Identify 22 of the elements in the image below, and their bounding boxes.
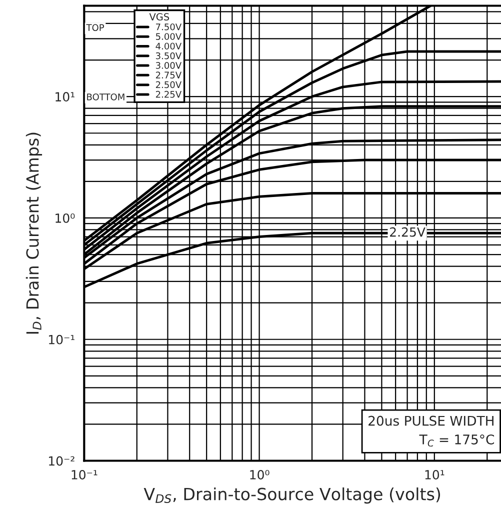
legend-label: 2.50V — [156, 81, 182, 88]
legend-label: 5.00V — [156, 33, 182, 40]
x-tick-label: 10¹ — [425, 470, 444, 480]
legend-label: 2.75V — [156, 72, 182, 78]
x-tick-label: 10⁻¹ — [72, 470, 98, 480]
y-tick-label: 10¹ — [56, 92, 74, 102]
annotation: 2.25V — [390, 227, 426, 237]
legend-title: VGS — [149, 13, 170, 20]
x-tick-label: 10⁰ — [250, 470, 270, 480]
annotation: TOP — [86, 24, 104, 31]
annotation: BOTTOM — [87, 93, 124, 100]
annotation: 20us PULSE WIDTH T$_{C}$ = 175°C — [368, 416, 494, 447]
x-axis-title: V$_{DS}$, Drain-to-Source Voltage (volts) — [144, 487, 440, 504]
y-axis-title: I$_{D}$, Drain Current (Amps) — [26, 132, 42, 334]
legend-label: 3.00V — [156, 62, 182, 69]
y-tick-label: 10⁻¹ — [49, 334, 74, 344]
legend-label: 7.50V — [156, 23, 182, 30]
legend-label: 3.50V — [156, 52, 182, 60]
y-tick-label: 10⁻² — [49, 456, 74, 466]
legend-label: 2.25V — [156, 90, 182, 98]
y-tick-label: 10⁰ — [56, 213, 75, 223]
legend-label: 4.00V — [156, 42, 182, 50]
